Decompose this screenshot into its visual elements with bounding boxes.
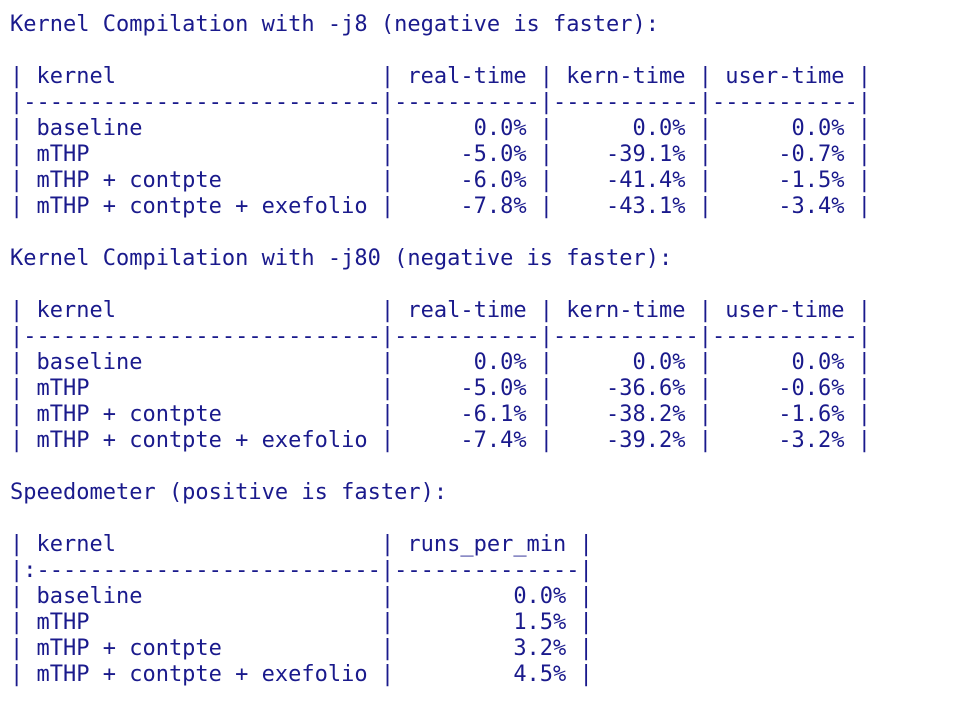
ascii-table-j80: | kernel | real-time | kern-time | user-… xyxy=(10,298,871,453)
section-heading-j8: Kernel Compilation with -j8 (negative is… xyxy=(10,12,660,37)
section-speedometer: Speedometer (positive is faster): | kern… xyxy=(10,480,961,688)
section-kernel-compilation-j8: Kernel Compilation with -j8 (negative is… xyxy=(10,12,961,220)
section-heading-j80: Kernel Compilation with -j80 (negative i… xyxy=(10,246,673,271)
ascii-table-j8: | kernel | real-time | kern-time | user-… xyxy=(10,64,871,219)
ascii-table-speedometer: | kernel | runs_per_min | |:------------… xyxy=(10,532,593,687)
section-kernel-compilation-j80: Kernel Compilation with -j80 (negative i… xyxy=(10,246,961,454)
section-heading-speedometer: Speedometer (positive is faster): xyxy=(10,480,448,505)
